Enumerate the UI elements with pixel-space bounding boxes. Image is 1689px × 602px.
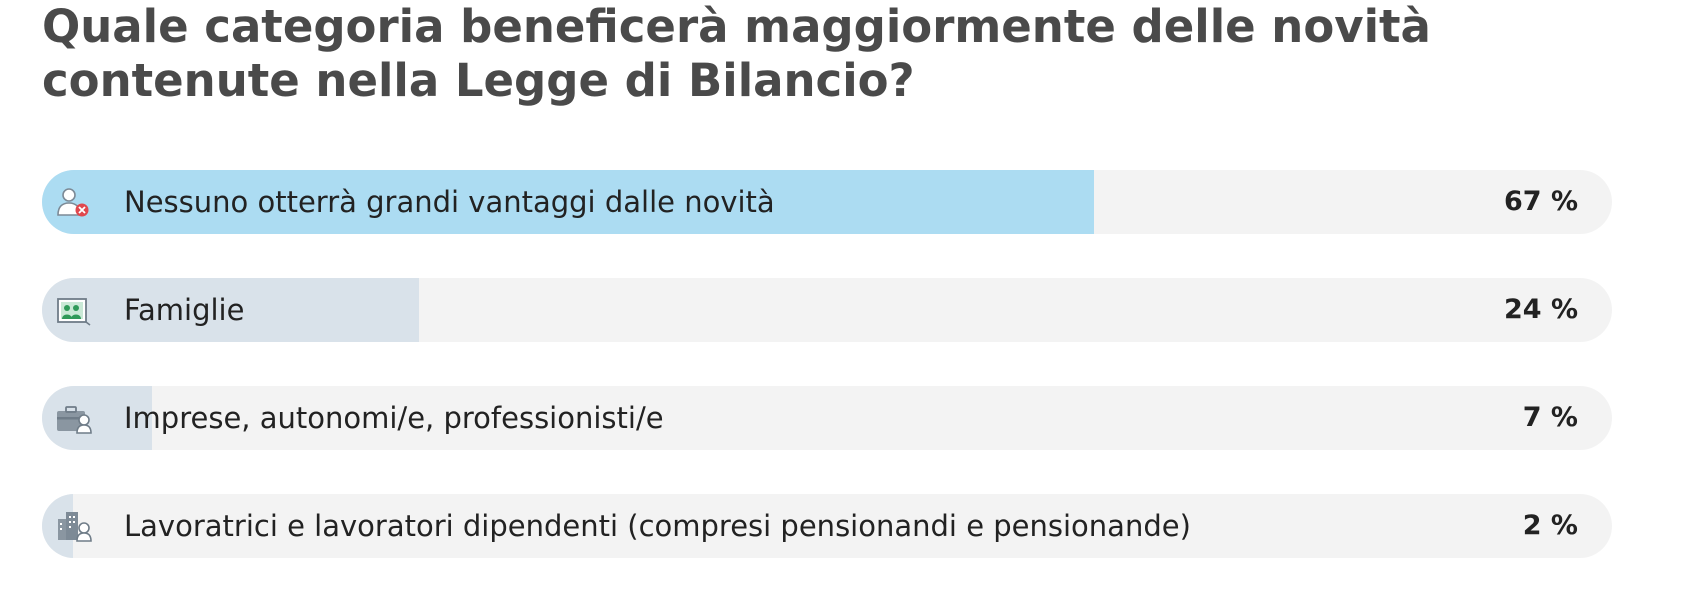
poll-option-row: Imprese, autonomi/e, professionisti/e 7 … (42, 386, 1612, 450)
poll-option-label: Famiglie (124, 293, 245, 327)
office-building-person-icon (58, 512, 92, 542)
poll-option-percentage: 7 % (1522, 402, 1578, 433)
family-picture-icon (57, 298, 91, 326)
poll-option-percentage: 24 % (1503, 294, 1578, 325)
poll-option-row: Famiglie 24 % (42, 278, 1612, 342)
briefcase-person-icon (57, 406, 92, 434)
poll-results: Nessuno otterrà grandi vantaggi dalle no… (42, 170, 1612, 602)
poll-option-percentage: 67 % (1503, 186, 1578, 217)
chart-title: Quale categoria beneficerà maggiormente … (42, 0, 1431, 107)
poll-option-label: Lavoratrici e lavoratori dipendenti (com… (124, 509, 1191, 543)
poll-option-percentage: 2 % (1522, 510, 1578, 541)
poll-option-label: Imprese, autonomi/e, professionisti/e (124, 401, 664, 435)
poll-bar-fill (42, 278, 419, 342)
poll-bar-fill (42, 170, 1094, 234)
user-x-icon (57, 188, 89, 217)
poll-option-row: Lavoratrici e lavoratori dipendenti (com… (42, 494, 1612, 558)
poll-option-label: Nessuno otterrà grandi vantaggi dalle no… (124, 185, 775, 219)
poll-option-row: Nessuno otterrà grandi vantaggi dalle no… (42, 170, 1612, 234)
